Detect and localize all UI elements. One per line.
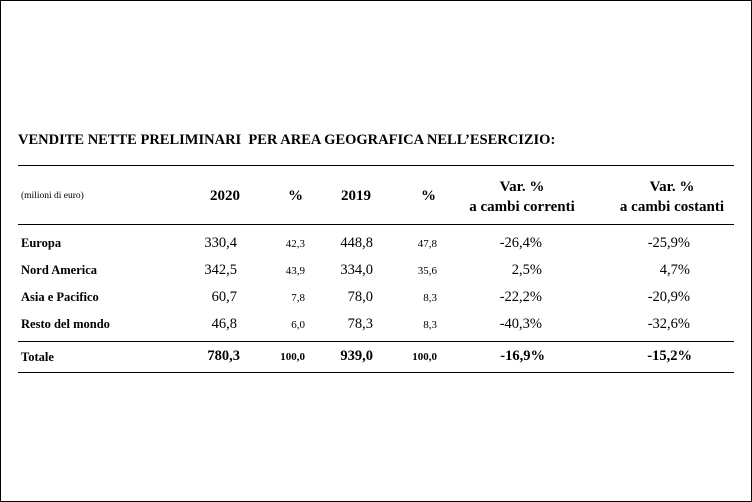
- cell-2019: 78,3: [347, 316, 373, 332]
- cell-var-correnti: -22,2%: [499, 289, 542, 305]
- col-header-pct-2019: %: [421, 188, 436, 204]
- total-2020: 780,3: [207, 348, 240, 364]
- cell-pct-2019: 35,6: [417, 265, 437, 277]
- row-label: Asia e Pacifico: [21, 290, 99, 304]
- row-label: Europa: [21, 236, 62, 250]
- total-var-correnti: -16,9%: [500, 348, 545, 364]
- col-header-var-costanti: Var. % a cambi costanti: [599, 177, 745, 217]
- row-label: Nord America: [21, 263, 98, 277]
- total-top-rule: [18, 341, 734, 342]
- total-pct-2020: 100,0: [280, 351, 305, 363]
- var-correnti-line2: a cambi correnti: [469, 199, 575, 215]
- table-title: VENDITE NETTE PRELIMINARI PER AREA GEOGR…: [18, 132, 556, 148]
- col-header-var-correnti: Var. % a cambi correnti: [449, 177, 595, 217]
- header-top-rule: [18, 165, 734, 166]
- cell-pct-2019: 8,3: [423, 319, 437, 331]
- total-2019: 939,0: [340, 348, 373, 364]
- cell-2019: 448,8: [340, 235, 373, 251]
- var-costanti-line2: a cambi costanti: [619, 199, 725, 215]
- cell-var-correnti: -40,3%: [499, 316, 542, 332]
- cell-var-costanti: -32,6%: [647, 316, 690, 332]
- cell-2019: 334,0: [340, 262, 373, 278]
- cell-var-correnti: -26,4%: [499, 235, 542, 251]
- cell-var-costanti: -25,9%: [647, 235, 690, 251]
- cell-2019: 78,0: [347, 289, 373, 305]
- table-bottom-rule: [18, 372, 734, 373]
- var-correnti-line1: Var. %: [499, 179, 545, 195]
- cell-var-costanti: -20,9%: [647, 289, 690, 305]
- col-header-2019: 2019: [341, 188, 371, 204]
- cell-pct-2019: 47,8: [417, 238, 437, 250]
- total-pct-2019: 100,0: [412, 351, 437, 363]
- cell-2020: 330,4: [204, 235, 237, 251]
- cell-var-correnti: 2,5%: [511, 262, 542, 278]
- var-costanti-line1: Var. %: [649, 179, 695, 195]
- unit-label: (milioni di euro): [21, 191, 84, 201]
- total-var-costanti: -15,2%: [647, 348, 692, 364]
- col-header-pct-2020: %: [288, 188, 303, 204]
- total-label: Totale: [21, 350, 54, 364]
- cell-pct-2020: 7,8: [291, 292, 305, 304]
- cell-2020: 342,5: [204, 262, 237, 278]
- cell-pct-2020: 43,9: [285, 265, 305, 277]
- header-bottom-rule: [18, 224, 734, 225]
- cell-2020: 60,7: [211, 289, 237, 305]
- cell-pct-2019: 8,3: [423, 292, 437, 304]
- cell-pct-2020: 42,3: [285, 238, 305, 250]
- cell-pct-2020: 6,0: [291, 319, 305, 331]
- row-label: Resto del mondo: [21, 317, 110, 331]
- cell-var-costanti: 4,7%: [659, 262, 690, 278]
- cell-2020: 46,8: [211, 316, 237, 332]
- col-header-2020: 2020: [210, 188, 240, 204]
